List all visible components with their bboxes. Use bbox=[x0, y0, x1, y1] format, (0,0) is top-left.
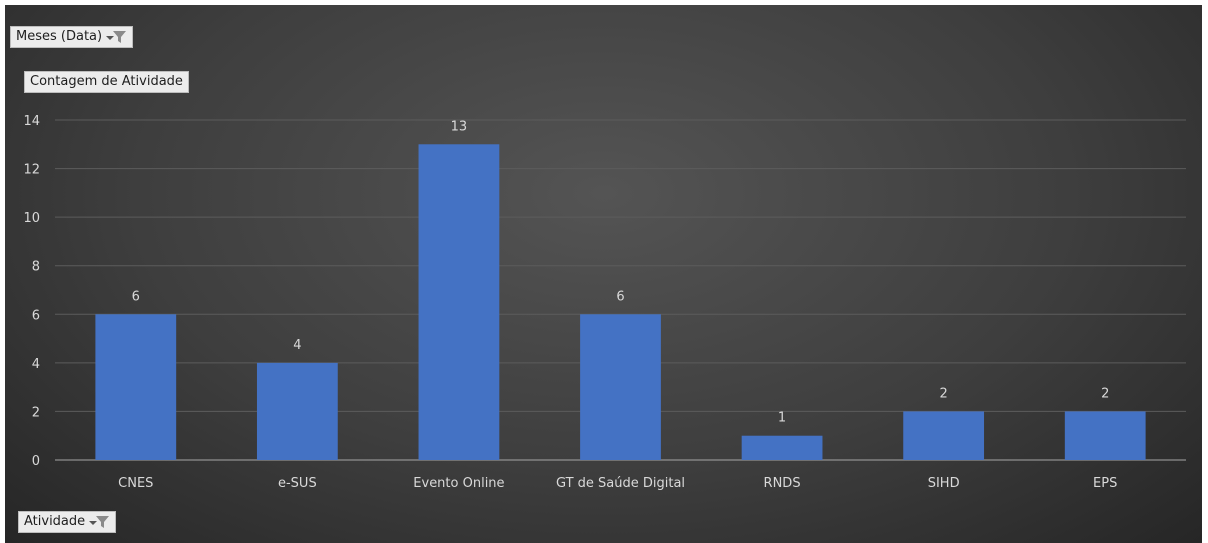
category-label: GT de Saúde Digital bbox=[556, 476, 685, 491]
category-label: Evento Online bbox=[413, 476, 504, 491]
date-filter-button[interactable]: Meses (Data) bbox=[10, 26, 134, 48]
category-label: RNDS bbox=[764, 476, 801, 491]
bar-cnes[interactable] bbox=[95, 314, 177, 460]
y-tick-label: 14 bbox=[23, 114, 40, 129]
category-label: EPS bbox=[1093, 476, 1117, 491]
bar-e-sus[interactable] bbox=[256, 362, 338, 460]
axis-filter-button[interactable]: Atividade bbox=[18, 511, 117, 533]
data-label: 13 bbox=[451, 119, 468, 134]
y-tick-label: 6 bbox=[32, 308, 40, 323]
data-label: 2 bbox=[1101, 386, 1109, 401]
category-label: CNES bbox=[118, 476, 153, 491]
bar-gt-de-sa-de-digital[interactable] bbox=[580, 314, 661, 460]
y-tick-label: 4 bbox=[32, 357, 40, 372]
date-filter-label: Meses (Data) bbox=[16, 29, 103, 44]
y-tick-label: 10 bbox=[23, 211, 40, 226]
data-label: 4 bbox=[293, 338, 301, 353]
bar-rnds[interactable] bbox=[741, 435, 823, 460]
data-label: 6 bbox=[132, 289, 140, 304]
data-label: 6 bbox=[616, 289, 624, 304]
data-label: 1 bbox=[778, 411, 786, 426]
y-tick-label: 2 bbox=[32, 405, 40, 420]
value-field-button[interactable]: Contagem de Atividade bbox=[24, 71, 189, 93]
bar-eps[interactable] bbox=[1064, 411, 1146, 460]
dropdown-filter-icon bbox=[88, 515, 110, 529]
category-label: e-SUS bbox=[278, 476, 317, 491]
y-tick-label: 8 bbox=[32, 260, 40, 275]
dropdown-filter-icon bbox=[105, 30, 127, 44]
data-label: 2 bbox=[940, 386, 948, 401]
axis-filter-label: Atividade bbox=[24, 514, 86, 529]
y-tick-label: 0 bbox=[32, 454, 40, 469]
y-tick-label: 12 bbox=[23, 163, 40, 178]
category-label: SIHD bbox=[928, 476, 960, 491]
value-field-label: Contagem de Atividade bbox=[30, 74, 183, 89]
bar-sihd[interactable] bbox=[903, 411, 985, 460]
bar-evento-online[interactable] bbox=[418, 144, 500, 461]
